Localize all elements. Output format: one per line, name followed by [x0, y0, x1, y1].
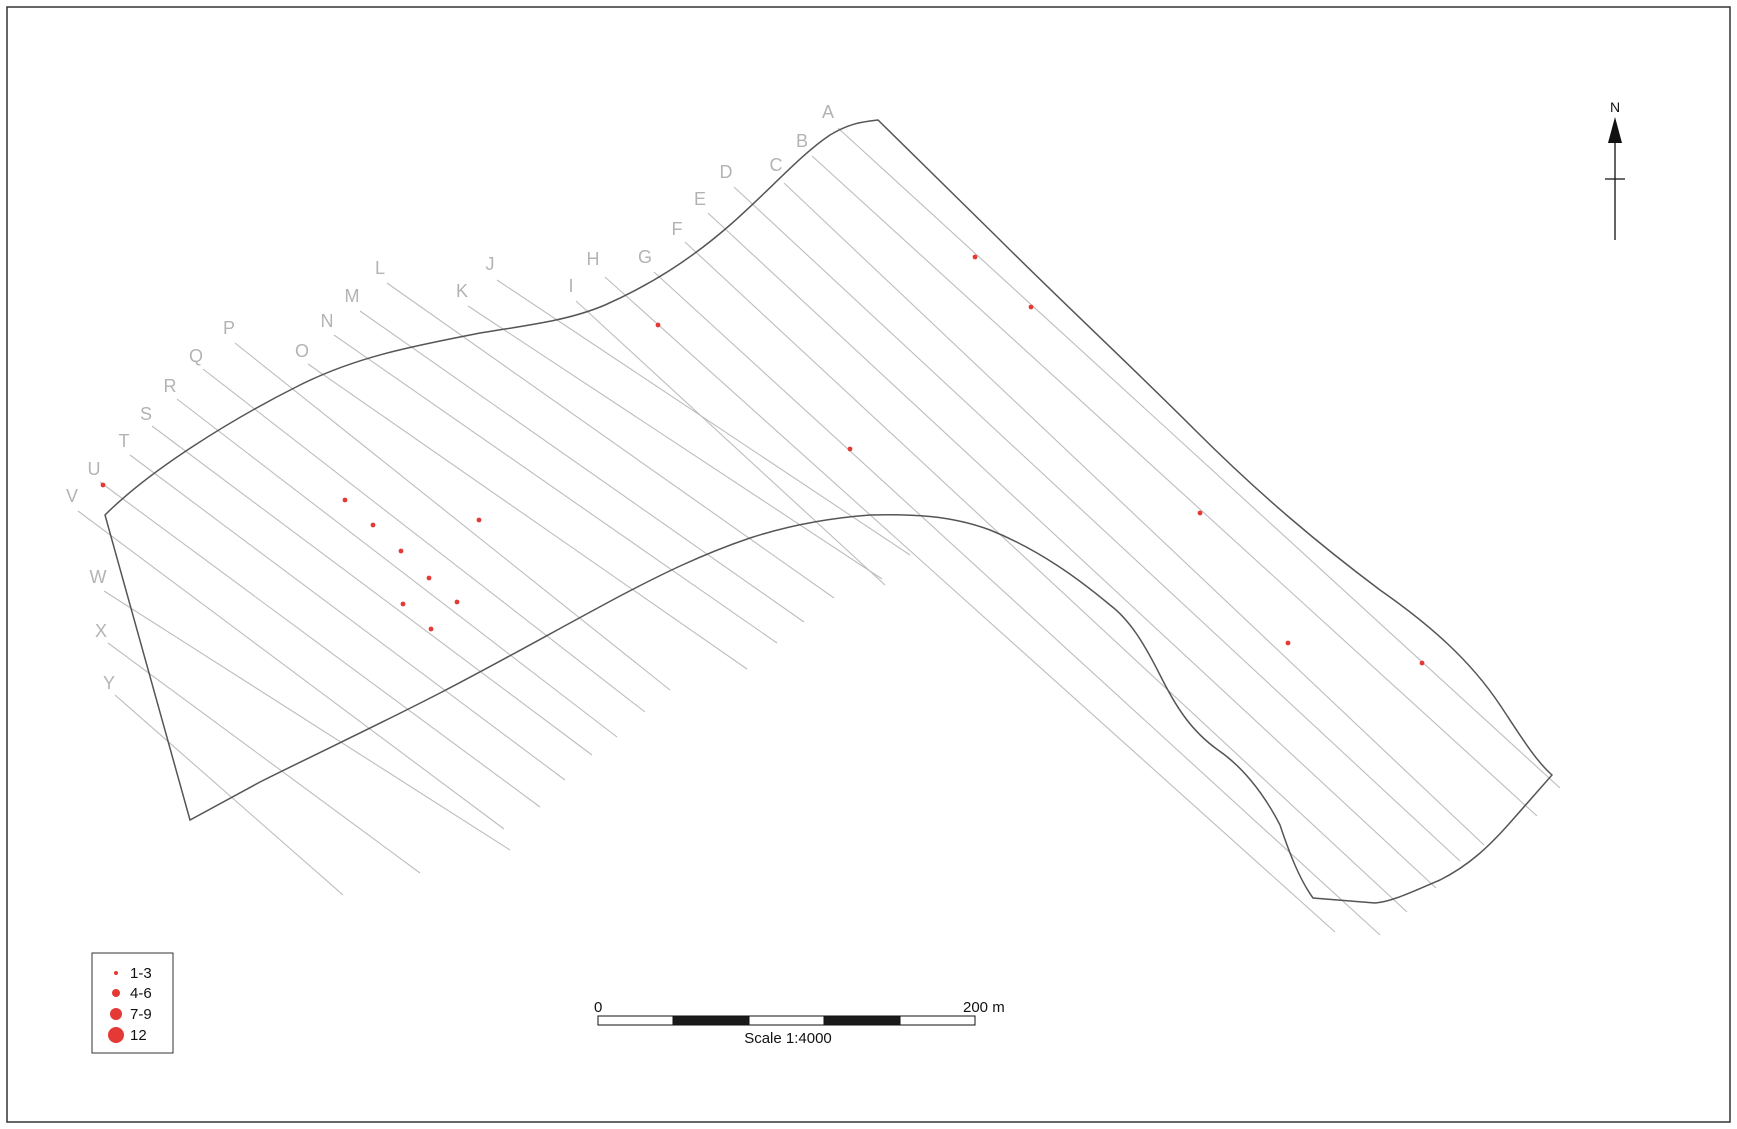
legend-symbol-7-9 [110, 1008, 122, 1020]
north-arrow-icon [1608, 117, 1622, 143]
transect-line-w [103, 590, 511, 851]
transect-line-n [333, 334, 778, 644]
scale-bar: 0 200 m Scale 1:4000 [594, 999, 1005, 1047]
transect-line-e [707, 212, 1437, 889]
transect-label-x: X [95, 621, 107, 641]
transect-line-b [811, 155, 1538, 817]
transect-label-w: W [90, 567, 107, 587]
transect-label-h: H [587, 249, 600, 269]
legend-label-7-9: 7-9 [130, 1006, 152, 1023]
find-point [1197, 510, 1203, 516]
transect-label-j: J [486, 254, 495, 274]
map-frame [6, 6, 1731, 1123]
transect-line-c [783, 182, 1485, 846]
transect-line-o [307, 363, 748, 670]
find-point [476, 517, 482, 523]
find-point [342, 497, 348, 503]
transect-line-i [575, 300, 886, 586]
transect-label-f: F [672, 219, 683, 239]
find-points [100, 254, 1425, 666]
transect-label-d: D [720, 162, 733, 182]
scale-segment-2 [672, 1015, 750, 1026]
survey-area-boundary [104, 119, 1554, 904]
transect-line-g [653, 271, 1381, 936]
transect-line-l [386, 282, 835, 599]
transect-label-m: M [345, 286, 360, 306]
transect-label-b: B [796, 131, 808, 151]
find-point [655, 322, 661, 328]
find-point [972, 254, 978, 260]
north-label: N [1610, 99, 1620, 115]
transect-line-a [837, 127, 1561, 789]
north-arrow: N [1605, 99, 1625, 240]
find-point [454, 599, 460, 605]
transect-line-p [234, 342, 671, 691]
scale-segment-3 [748, 1015, 825, 1026]
scale-segment-5 [899, 1015, 976, 1026]
transect-label-g: G [638, 247, 652, 267]
transect-line-k [467, 305, 883, 580]
find-point [370, 522, 376, 528]
transect-line-m [359, 310, 805, 623]
transect-line-v [77, 510, 505, 830]
transect-label-v: V [66, 486, 78, 506]
scale-segment-1 [597, 1015, 674, 1026]
legend-label-12: 12 [130, 1027, 147, 1044]
transect-label-u: U [88, 459, 101, 479]
transect-label-s: S [140, 404, 152, 424]
legend-label-4-6: 4-6 [130, 985, 152, 1002]
transect-line-y [114, 694, 344, 896]
transect-line-s [151, 425, 593, 756]
transect-line-j [496, 279, 911, 556]
transect-line-u [99, 481, 541, 808]
scale-end-label: 200 m [963, 999, 1005, 1016]
transect-label-l: L [375, 258, 385, 278]
transect-label-n: N [321, 311, 334, 331]
transect-line-f [684, 241, 1408, 913]
transect-line-h [604, 276, 1336, 933]
transect-label-k: K [456, 281, 468, 301]
transect-label-t: T [119, 431, 130, 451]
find-point [1285, 640, 1291, 646]
find-point [426, 575, 432, 581]
find-point [100, 482, 106, 488]
legend-symbol-4-6 [112, 989, 120, 997]
transect-line-d [733, 186, 1461, 862]
transect-label-i: I [568, 276, 573, 296]
scale-caption: Scale 1:4000 [744, 1030, 832, 1047]
transect-label-r: R [164, 376, 177, 396]
transect-line-q [202, 368, 646, 713]
scale-start-label: 0 [594, 999, 602, 1016]
legend-label-1-3: 1-3 [130, 965, 152, 982]
legend-symbol-1-3 [114, 971, 118, 975]
find-point [400, 601, 406, 607]
find-point [398, 548, 404, 554]
transect-label-o: O [295, 341, 309, 361]
transect-line-r [176, 398, 618, 738]
transect-line-t [129, 454, 566, 781]
transect-label-c: C [770, 155, 783, 175]
transect-label-q: Q [189, 346, 203, 366]
find-point [847, 446, 853, 452]
transect-label-e: E [694, 189, 706, 209]
transect-label-a: A [822, 102, 834, 122]
legend: 1-3 4-6 7-9 12 [91, 952, 174, 1054]
find-point [1419, 660, 1425, 666]
legend-box [91, 952, 174, 1054]
find-point [428, 626, 434, 632]
transect-line-x [107, 642, 421, 874]
scale-segment-4 [823, 1015, 901, 1026]
find-point [1028, 304, 1034, 310]
transect-label-p: P [223, 318, 235, 338]
transect-label-y: Y [103, 673, 115, 693]
legend-symbol-12 [108, 1027, 124, 1043]
